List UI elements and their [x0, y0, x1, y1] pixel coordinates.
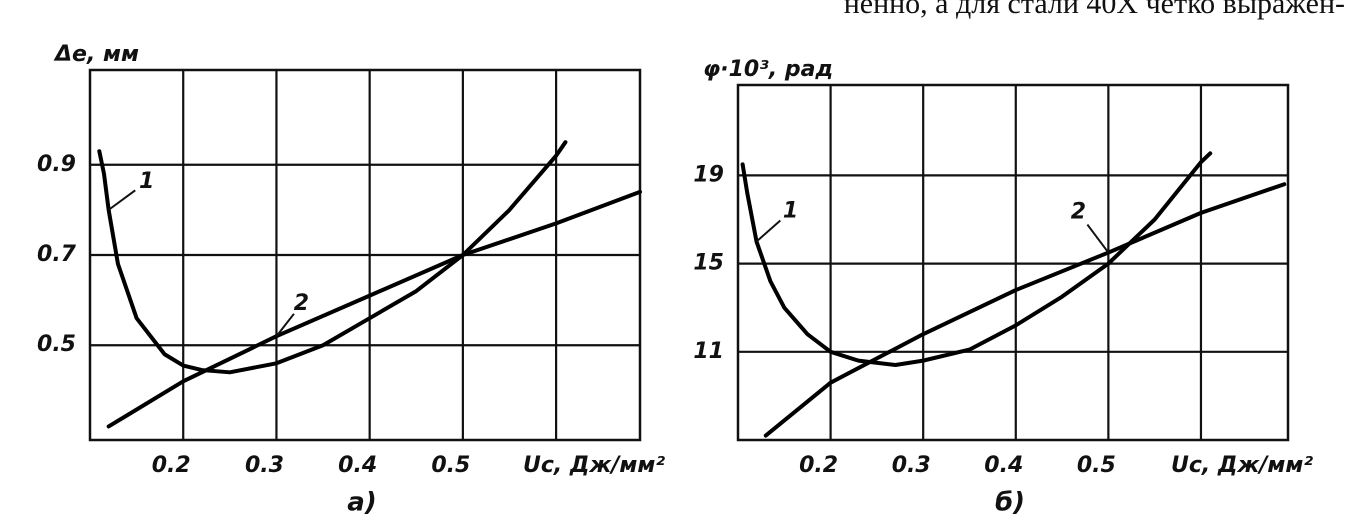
- caption: а): [347, 488, 376, 518]
- y-tick-label: 19: [693, 162, 724, 187]
- x-tick-label: 0.2: [152, 453, 191, 478]
- y-axis-label: φ·10³, рад: [703, 57, 833, 82]
- label-leader: [108, 189, 136, 211]
- x-axis-label: Uc, Дж/мм²: [1171, 453, 1313, 478]
- label-leader: [755, 219, 781, 243]
- curve: [763, 182, 1287, 438]
- x-tick-label: 0.5: [431, 453, 470, 478]
- x-tick-label: 0.4: [338, 453, 377, 478]
- caption: б): [995, 488, 1025, 518]
- x-tick-label: 0.4: [984, 453, 1023, 478]
- curve: [106, 189, 642, 429]
- y-tick-label: 0.5: [37, 332, 76, 357]
- y-tick-label: 0.9: [37, 152, 76, 177]
- curve: [97, 140, 568, 375]
- label-leader: [1086, 223, 1110, 254]
- y-axis-label: Δe, мм: [53, 42, 139, 67]
- x-tick-label: 0.2: [799, 453, 838, 478]
- y-tick-label: 11: [693, 339, 724, 364]
- header-fragment: ненно, а для стали 40Х четко выражен-: [844, 0, 1345, 20]
- curve-label: 2: [1071, 200, 1086, 225]
- x-tick-label: 0.3: [245, 453, 284, 478]
- label-leader: [275, 313, 295, 337]
- x-axis-label: Uc, Дж/мм²: [523, 453, 665, 478]
- y-tick-label: 0.7: [37, 242, 77, 267]
- x-tick-label: 0.5: [1077, 453, 1116, 478]
- curve: [740, 151, 1213, 368]
- curve-label: 1: [139, 169, 154, 194]
- plot-frame: [736, 83, 1290, 442]
- x-tick-label: 0.3: [892, 453, 931, 478]
- curve-label: 1: [783, 199, 798, 224]
- y-tick-label: 15: [693, 251, 724, 276]
- curve-label: 2: [294, 291, 309, 316]
